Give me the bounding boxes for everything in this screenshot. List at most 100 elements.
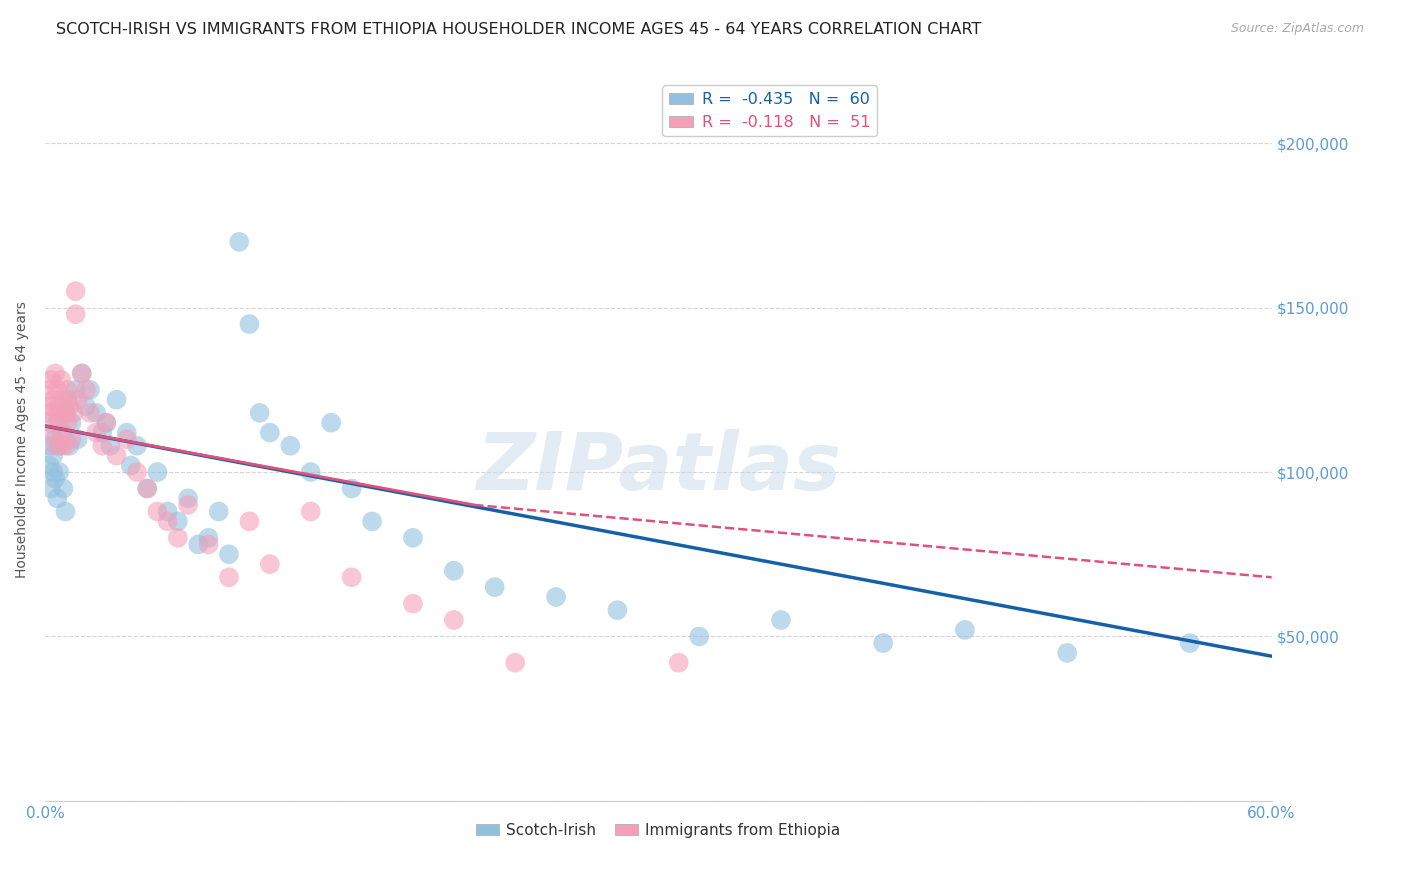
Point — [38, 383, 60, 397]
Point — [361, 514, 384, 528]
Point — [91, 425, 114, 440]
Point — [48, 439, 70, 453]
Point — [321, 416, 343, 430]
Point — [872, 636, 894, 650]
Point — [105, 392, 128, 407]
Point — [58, 439, 80, 453]
Point — [484, 580, 506, 594]
Point — [1056, 646, 1078, 660]
Point — [115, 432, 138, 446]
Point — [146, 465, 169, 479]
Point — [55, 504, 77, 518]
Point — [96, 416, 118, 430]
Point — [65, 284, 87, 298]
Point — [42, 465, 65, 479]
Point — [96, 416, 118, 430]
Point — [51, 439, 73, 453]
Point — [136, 482, 159, 496]
Point — [55, 439, 77, 453]
Point — [38, 416, 60, 430]
Point — [218, 547, 240, 561]
Point — [55, 406, 77, 420]
Point — [46, 416, 69, 430]
Point — [46, 491, 69, 506]
Point — [146, 504, 169, 518]
Point — [340, 482, 363, 496]
Point — [953, 623, 976, 637]
Text: ZIPatlas: ZIPatlas — [475, 429, 841, 507]
Point — [48, 416, 70, 430]
Point — [340, 570, 363, 584]
Point — [166, 514, 188, 528]
Point — [228, 235, 250, 249]
Point — [208, 504, 231, 518]
Point — [42, 425, 65, 440]
Point — [259, 557, 281, 571]
Point — [606, 603, 628, 617]
Point — [70, 367, 93, 381]
Text: Source: ZipAtlas.com: Source: ZipAtlas.com — [1230, 22, 1364, 36]
Y-axis label: Householder Income Ages 45 - 64 years: Householder Income Ages 45 - 64 years — [15, 301, 30, 578]
Point — [75, 399, 97, 413]
Point — [84, 406, 107, 420]
Point — [688, 630, 710, 644]
Point — [44, 367, 66, 381]
Point — [52, 482, 75, 496]
Point — [299, 504, 322, 518]
Point — [299, 465, 322, 479]
Point — [156, 504, 179, 518]
Point — [91, 439, 114, 453]
Point — [62, 406, 84, 420]
Point — [136, 482, 159, 496]
Point — [35, 406, 58, 420]
Point — [100, 439, 122, 453]
Point — [769, 613, 792, 627]
Point — [443, 613, 465, 627]
Point — [52, 425, 75, 440]
Point — [79, 406, 101, 420]
Point — [58, 399, 80, 413]
Point — [177, 498, 200, 512]
Point — [249, 406, 271, 420]
Point — [402, 597, 425, 611]
Point — [197, 531, 219, 545]
Text: SCOTCH-IRISH VS IMMIGRANTS FROM ETHIOPIA HOUSEHOLDER INCOME AGES 45 - 64 YEARS C: SCOTCH-IRISH VS IMMIGRANTS FROM ETHIOPIA… — [56, 22, 981, 37]
Point — [105, 449, 128, 463]
Point — [44, 472, 66, 486]
Point — [197, 537, 219, 551]
Point — [70, 367, 93, 381]
Point — [66, 392, 89, 407]
Point — [503, 656, 526, 670]
Point — [187, 537, 209, 551]
Point — [51, 373, 73, 387]
Point — [218, 570, 240, 584]
Point — [44, 439, 66, 453]
Point — [125, 439, 148, 453]
Point — [44, 432, 66, 446]
Point — [443, 564, 465, 578]
Point — [259, 425, 281, 440]
Point — [48, 399, 70, 413]
Point — [238, 514, 260, 528]
Point — [278, 439, 301, 453]
Point — [65, 383, 87, 397]
Point — [75, 383, 97, 397]
Point — [56, 392, 79, 407]
Point — [156, 514, 179, 528]
Point — [39, 373, 62, 387]
Point — [166, 531, 188, 545]
Point — [38, 458, 60, 473]
Legend: Scotch-Irish, Immigrants from Ethiopia: Scotch-Irish, Immigrants from Ethiopia — [470, 817, 846, 844]
Point — [79, 383, 101, 397]
Point — [177, 491, 200, 506]
Point — [84, 425, 107, 440]
Point — [402, 531, 425, 545]
Point — [56, 416, 79, 430]
Point — [51, 425, 73, 440]
Point — [238, 317, 260, 331]
Point — [48, 465, 70, 479]
Point — [115, 425, 138, 440]
Point — [39, 482, 62, 496]
Point — [46, 383, 69, 397]
Point — [39, 439, 62, 453]
